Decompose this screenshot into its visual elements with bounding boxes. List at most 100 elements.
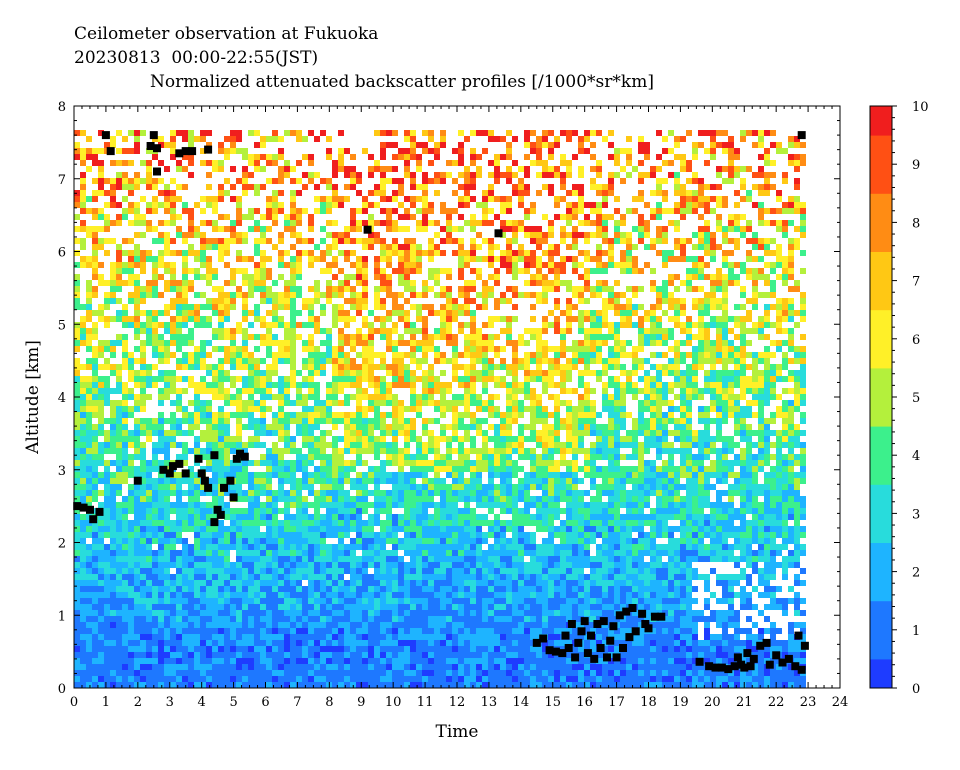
field-cell [200, 496, 206, 502]
field-cell [314, 466, 320, 472]
field-cell [140, 364, 146, 370]
field-cell [86, 622, 92, 628]
field-cell [182, 562, 188, 568]
field-cell [278, 418, 284, 424]
field-cell [248, 562, 254, 568]
field-cell [338, 526, 344, 532]
field-cell [374, 340, 380, 346]
field-cell [278, 406, 284, 412]
field-cell [350, 178, 356, 184]
field-cell [284, 472, 290, 478]
field-cell [236, 616, 242, 622]
field-cell [128, 232, 134, 238]
field-cell [158, 430, 164, 436]
field-cell [248, 604, 254, 610]
field-cell [344, 208, 350, 214]
field-cell [386, 304, 392, 310]
field-cell [206, 472, 212, 478]
field-cell [110, 346, 116, 352]
field-cell [290, 316, 296, 322]
field-cell [356, 592, 362, 598]
field-cell [320, 568, 326, 574]
field-cell [386, 220, 392, 226]
field-cell [290, 580, 296, 586]
field-cell [104, 580, 110, 586]
field-cell [356, 160, 362, 166]
field-cell [278, 268, 284, 274]
field-cell [368, 682, 374, 688]
field-cell [110, 322, 116, 328]
field-cell [104, 604, 110, 610]
field-cell [392, 214, 398, 220]
field-cell [290, 406, 296, 412]
field-cell [206, 622, 212, 628]
field-cell [374, 358, 380, 364]
field-cell [98, 382, 104, 388]
field-cell [200, 334, 206, 340]
field-cell [344, 442, 350, 448]
field-cell [92, 448, 98, 454]
field-cell [182, 514, 188, 520]
field-cell [182, 262, 188, 268]
field-cell [176, 190, 182, 196]
field-cell [110, 598, 116, 604]
field-cell [200, 574, 206, 580]
field-cell [368, 334, 374, 340]
field-cell [314, 556, 320, 562]
field-cell [392, 172, 398, 178]
field-cell [320, 484, 326, 490]
field-cell [338, 166, 344, 172]
field-cell [344, 142, 350, 148]
field-cell [302, 502, 308, 508]
field-cell [74, 676, 80, 682]
field-cell [290, 400, 296, 406]
field-cell [122, 184, 128, 190]
field-cell [182, 232, 188, 238]
field-cell [206, 244, 212, 250]
field-cell [290, 274, 296, 280]
field-cell [212, 238, 218, 244]
field-cell [314, 172, 320, 178]
field-cell [302, 604, 308, 610]
field-cell [140, 136, 146, 142]
field-cell [320, 328, 326, 334]
field-cell [188, 652, 194, 658]
field-cell [86, 274, 92, 280]
field-cell [92, 550, 98, 556]
field-cell [188, 154, 194, 160]
field-cell [326, 310, 332, 316]
field-cell [320, 400, 326, 406]
field-cell [356, 484, 362, 490]
field-cell [152, 496, 158, 502]
field-cell [206, 190, 212, 196]
field-cell [164, 142, 170, 148]
field-cell [92, 256, 98, 262]
field-cell [290, 478, 296, 484]
field-cell [170, 346, 176, 352]
field-cell [236, 256, 242, 262]
field-cell [338, 382, 344, 388]
field-cell [86, 670, 92, 676]
field-cell [362, 280, 368, 286]
field-cell [86, 232, 92, 238]
field-cell [134, 322, 140, 328]
field-cell [116, 604, 122, 610]
field-cell [212, 184, 218, 190]
field-cell [140, 604, 146, 610]
field-cell [332, 532, 338, 538]
field-cell [134, 244, 140, 250]
field-cell [386, 598, 392, 604]
field-cell [74, 604, 80, 610]
field-cell [332, 424, 338, 430]
field-cell [224, 166, 230, 172]
field-cell [350, 388, 356, 394]
field-cell [134, 238, 140, 244]
field-cell [230, 220, 236, 226]
field-cell [308, 682, 314, 688]
field-cell [278, 412, 284, 418]
field-cell [188, 376, 194, 382]
field-cell [188, 238, 194, 244]
field-cell [170, 682, 176, 688]
field-cell [326, 364, 332, 370]
field-cell [80, 328, 86, 334]
